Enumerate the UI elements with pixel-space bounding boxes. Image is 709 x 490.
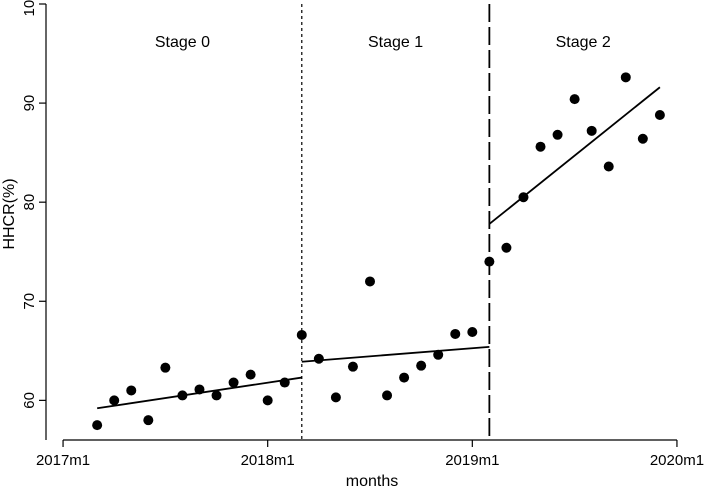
data-point: [518, 192, 529, 203]
fit-line: [301, 345, 490, 363]
stage-dividers: [301, 4, 491, 440]
data-point: [450, 328, 461, 339]
data-point: [569, 94, 580, 105]
data-point: [637, 133, 648, 144]
data-point: [347, 361, 358, 372]
data-point: [245, 369, 256, 380]
data-point: [92, 420, 103, 431]
y-tick-label: 70: [21, 293, 38, 310]
y-tick-label: 80: [21, 194, 38, 211]
data-point: [313, 353, 324, 364]
x-axis-title: months: [346, 473, 398, 490]
data-point: [262, 395, 273, 406]
y-axis-title: HHCR(%): [1, 178, 18, 249]
y-tick-label: 60: [21, 392, 38, 409]
x-tick-label: 2020m1: [650, 452, 704, 469]
data-point: [160, 362, 171, 373]
data-point: [501, 242, 512, 253]
data-point: [467, 326, 478, 337]
axes-group: 60 70 80 90 100 2017m1 2018m1 2019m1 2020m1: [21, 0, 704, 469]
stage-labels: Stage 0 Stage 1 Stage 2: [155, 34, 611, 51]
y-tick-label: 90: [21, 95, 38, 112]
data-point: [330, 392, 341, 403]
data-point: [365, 276, 375, 287]
data-point: [211, 390, 222, 401]
data-point: [109, 395, 120, 406]
data-point: [586, 125, 597, 136]
data-point: [399, 372, 410, 383]
data-point: [484, 256, 495, 267]
stage-label: Stage 0: [155, 34, 210, 51]
x-tick-label: 2017m1: [36, 452, 90, 469]
data-point: [433, 349, 444, 360]
x-tick-label: 2018m1: [241, 452, 295, 469]
data-point: [552, 129, 563, 140]
data-point: [143, 415, 154, 426]
fit-line: [488, 86, 661, 225]
data-point: [620, 72, 631, 83]
fit-lines: [97, 86, 661, 410]
x-tick-label: 2019m1: [445, 452, 499, 469]
data-point: [296, 329, 307, 340]
data-point: [535, 141, 546, 152]
data-point: [603, 161, 614, 172]
data-point: [416, 360, 427, 371]
data-point: [177, 390, 188, 401]
data-point: [228, 377, 239, 388]
data-point: [279, 377, 290, 388]
data-point: [126, 385, 137, 396]
data-point: [654, 109, 665, 120]
y-tick-label: 100: [21, 0, 38, 17]
stage-label: Stage 2: [556, 34, 611, 51]
data-point: [382, 390, 393, 401]
stage-label: Stage 1: [368, 34, 423, 51]
data-point: [194, 384, 205, 395]
data-points: [92, 72, 665, 431]
